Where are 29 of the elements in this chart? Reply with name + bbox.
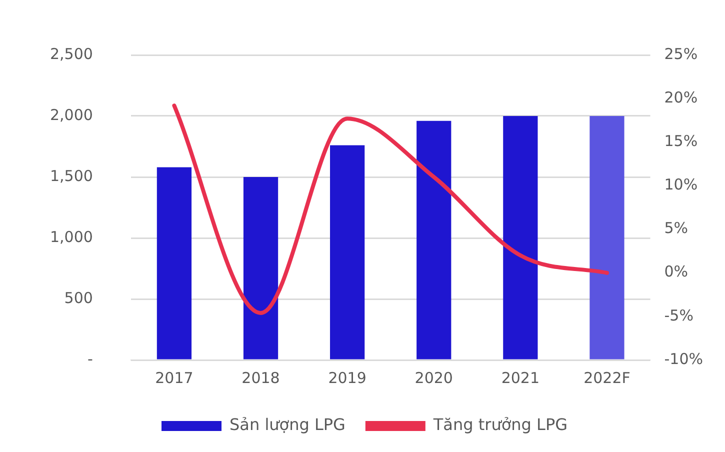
bar xyxy=(156,167,192,360)
y2-tick-label: -10% xyxy=(664,350,704,368)
x-tick-label: 2021 xyxy=(501,368,540,387)
y2-tick-label: 20% xyxy=(664,88,698,106)
bar xyxy=(416,120,452,360)
x-tick-label: 2018 xyxy=(242,368,280,387)
y2-tick-label: 0% xyxy=(664,262,688,281)
legend-label: Tăng trưởng LPG xyxy=(432,415,568,434)
y-tick-label: 1,000 xyxy=(50,228,93,246)
y2-tick-label: 15% xyxy=(664,132,698,150)
bar xyxy=(243,177,278,360)
y-tick-label: - xyxy=(88,350,93,368)
bar xyxy=(503,116,538,360)
y2-tick-label: -5% xyxy=(664,306,694,324)
bar xyxy=(330,145,365,360)
y-tick-label: 500 xyxy=(64,288,93,307)
y-tick-label: 1,500 xyxy=(50,166,93,185)
x-tick-label: 2017 xyxy=(155,368,194,387)
line-series xyxy=(172,104,609,315)
legend-label: Sản lượng LPG xyxy=(230,415,346,434)
x-tick-label: 2020 xyxy=(414,368,453,387)
y2-tick-label: 5% xyxy=(664,219,688,238)
y-tick-label: 2,000 xyxy=(50,106,93,124)
x-tick-label: 2022F xyxy=(584,368,630,387)
bar xyxy=(590,116,624,360)
y2-tick-label: 10% xyxy=(664,176,698,194)
y2-tick-label: 25% xyxy=(664,44,698,63)
x-tick-label: 2019 xyxy=(328,368,366,387)
y-tick-label: 2,500 xyxy=(50,44,93,63)
